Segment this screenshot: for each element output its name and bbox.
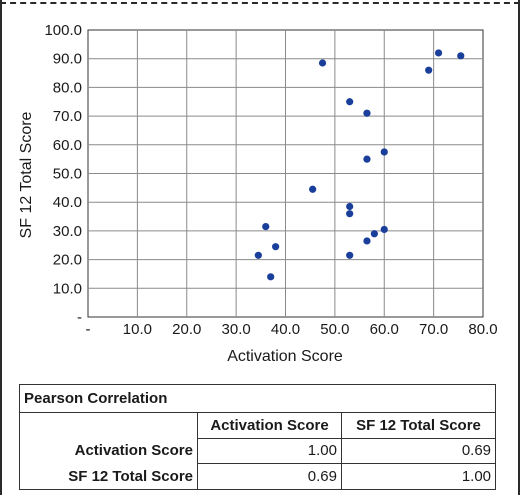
data-points xyxy=(254,49,465,281)
table-cell: 1.00 xyxy=(197,437,342,465)
data-point xyxy=(434,49,443,57)
y-tick-label: 40.0 xyxy=(53,194,82,211)
table-cell: 1.00 xyxy=(340,463,497,490)
x-tick-label: 80.0 xyxy=(468,321,497,338)
x-tick-label: 20.0 xyxy=(172,321,201,338)
y-tick-label: 80.0 xyxy=(53,79,82,96)
x-tick-label: 30.0 xyxy=(222,321,251,338)
table-row: Activation Score 1.00 0.69 xyxy=(19,437,497,465)
data-point xyxy=(346,251,354,259)
y-tick-label: 20.0 xyxy=(53,252,82,269)
row-header: SF 12 Total Score xyxy=(19,463,198,490)
column-header: Activation Score xyxy=(197,411,342,439)
tick-labels: - 10.0 20.0 30.0 40.0 50.0 60.0 70.0 80.0 - 10.0 20… xyxy=(44,22,497,338)
data-point xyxy=(380,225,388,234)
top-dashed-border xyxy=(0,2,520,4)
x-tick-label: 10.0 xyxy=(123,321,152,338)
x-tick-label: 60.0 xyxy=(370,321,399,338)
data-point xyxy=(318,59,327,67)
grid-lines xyxy=(88,30,483,317)
pearson-correlation-table: Pearson Correlation Activation Score SF … xyxy=(18,384,497,490)
table-corner-cell xyxy=(19,412,198,439)
x-axis-label: Activation Score xyxy=(227,348,343,365)
table-row: SF 12 Total Score 0.69 1.00 xyxy=(19,463,497,490)
data-point xyxy=(262,222,270,231)
y-tick-label: - xyxy=(77,309,82,326)
data-point xyxy=(370,230,378,238)
x-tick-label: - xyxy=(86,321,91,338)
data-point xyxy=(363,237,371,245)
y-tick-label: 90.0 xyxy=(53,51,82,68)
data-point xyxy=(363,109,371,117)
y-tick-label: 10.0 xyxy=(53,280,82,297)
y-tick-label: 100.0 xyxy=(44,22,82,39)
column-header: SF 12 Total Score xyxy=(340,411,497,439)
data-point xyxy=(272,243,280,251)
data-point xyxy=(267,273,275,281)
x-tick-label: 70.0 xyxy=(419,321,448,338)
data-point xyxy=(346,210,354,218)
table-cell: 0.69 xyxy=(197,463,342,490)
row-header: Activation Score xyxy=(19,438,198,464)
table-title: Pearson Correlation xyxy=(18,384,497,413)
data-point xyxy=(457,52,465,60)
y-axis-label: SF 12 Total Score xyxy=(18,111,35,238)
data-point xyxy=(425,66,433,74)
data-point xyxy=(346,202,354,211)
y-tick-label: 30.0 xyxy=(53,223,82,240)
data-point xyxy=(346,98,354,106)
data-point xyxy=(380,148,388,156)
y-tick-label: 70.0 xyxy=(53,108,82,125)
data-point xyxy=(363,155,371,163)
table-header-row: Activation Score SF 12 Total Score xyxy=(19,411,497,439)
data-point xyxy=(309,185,317,193)
y-tick-label: 60.0 xyxy=(53,137,82,154)
table-cell: 0.69 xyxy=(340,437,497,465)
x-tick-label: 40.0 xyxy=(271,321,300,338)
table-title-row: Pearson Correlation xyxy=(18,384,497,413)
x-tick-label: 50.0 xyxy=(320,321,349,338)
y-tick-label: 50.0 xyxy=(53,166,82,183)
scatter-chart: - 10.0 20.0 30.0 40.0 50.0 60.0 70.0 80.0 - 10.0 20… xyxy=(18,22,498,365)
data-point xyxy=(254,251,262,259)
